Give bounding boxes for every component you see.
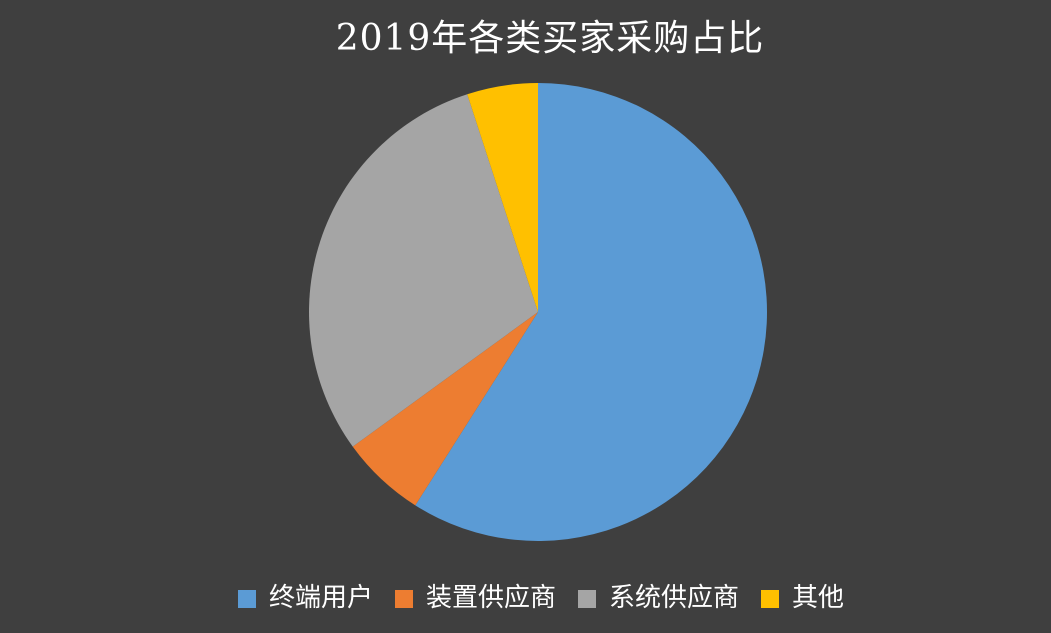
pie-slice-装置供应商 bbox=[352, 312, 538, 506]
legend-label: 其他 bbox=[792, 583, 845, 614]
pie-chart bbox=[309, 83, 768, 541]
legend-item-装置供应商: 装置供应商 bbox=[394, 583, 556, 614]
chart-legend: 终端用户 装置供应商 系统供应商 其他 bbox=[31, 583, 1051, 615]
legend-label: 系统供应商 bbox=[609, 583, 740, 614]
pie-slice-其他 bbox=[467, 83, 538, 312]
legend-swatch bbox=[237, 589, 256, 608]
legend-swatch bbox=[761, 589, 780, 608]
legend-label: 装置供应商 bbox=[425, 583, 556, 614]
legend-label: 终端用户 bbox=[268, 583, 373, 614]
chart-title: 2019年各类买家采购占比 bbox=[335, 18, 765, 59]
pie-slice-系统供应商 bbox=[309, 94, 538, 447]
pie-slice-终端用户 bbox=[415, 83, 768, 541]
legend-item-终端用户: 终端用户 bbox=[237, 583, 373, 614]
legend-item-其他: 其他 bbox=[761, 583, 845, 614]
legend-swatch bbox=[394, 589, 413, 608]
legend-swatch bbox=[578, 589, 596, 608]
legend-item-系统供应商: 系统供应商 bbox=[578, 583, 740, 614]
